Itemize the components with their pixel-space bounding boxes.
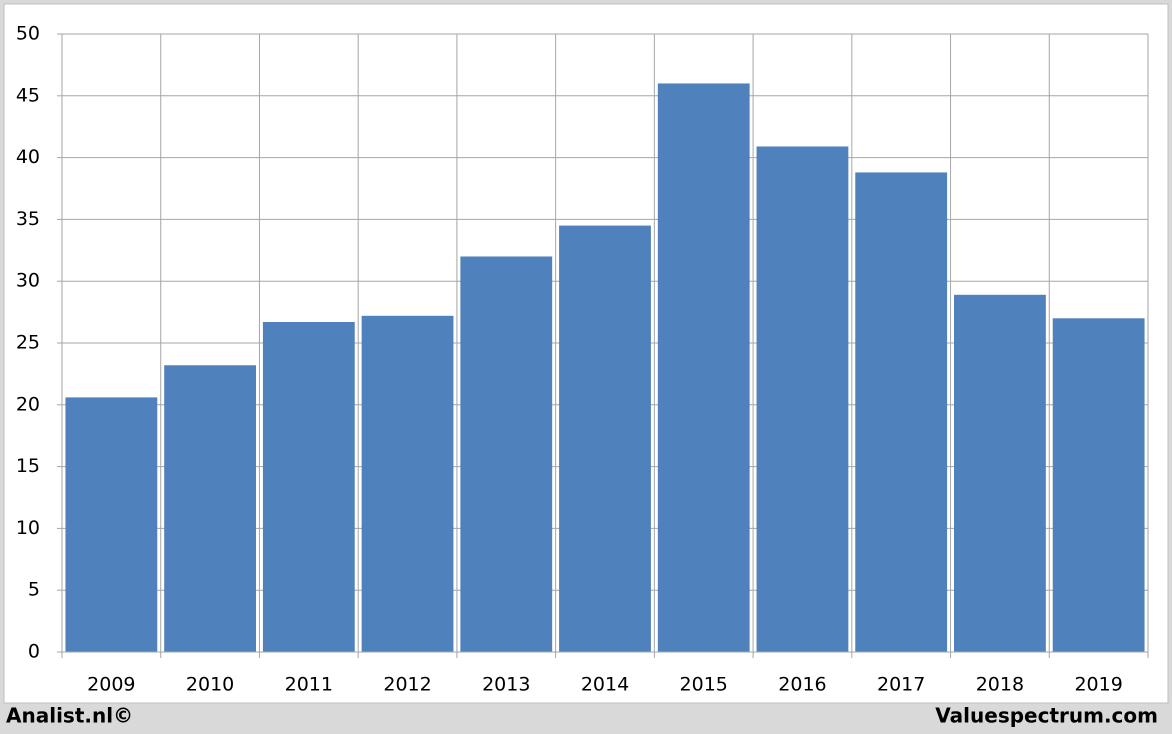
x-tick-label: 2011 — [285, 674, 333, 696]
x-tick-label: 2009 — [87, 674, 135, 696]
y-tick-label: 5 — [28, 579, 40, 601]
x-tick-label: 2014 — [581, 674, 629, 696]
y-tick-label: 50 — [16, 23, 40, 45]
x-tick-label: 2018 — [976, 674, 1024, 696]
y-tick-label: 30 — [16, 270, 40, 292]
bar — [262, 321, 355, 652]
bar — [559, 225, 651, 652]
bar — [657, 83, 750, 652]
x-tick-label: 2017 — [877, 674, 925, 696]
x-tick-label: 2015 — [680, 674, 728, 696]
y-tick-label: 25 — [16, 332, 40, 354]
bar — [361, 315, 454, 652]
bar — [460, 256, 553, 652]
bar — [954, 294, 1046, 652]
y-tick-label: 35 — [16, 208, 40, 230]
y-tick-label: 40 — [16, 146, 40, 168]
footer-right: Valuespectrum.com — [935, 704, 1158, 728]
y-tick-label: 10 — [16, 517, 40, 539]
bar — [1052, 318, 1145, 652]
y-tick-label: 15 — [16, 455, 40, 477]
bar — [756, 146, 849, 652]
x-tick-label: 2012 — [383, 674, 431, 696]
bar — [164, 365, 256, 652]
x-tick-label: 2019 — [1074, 674, 1122, 696]
footer-left: Analist.nl© — [6, 704, 133, 728]
bar — [65, 397, 158, 652]
bar — [855, 172, 948, 652]
y-tick-label: 0 — [28, 641, 40, 663]
x-tick-label: 2013 — [482, 674, 530, 696]
x-tick-label: 2016 — [778, 674, 826, 696]
x-tick-label: 2010 — [186, 674, 234, 696]
y-tick-label: 45 — [16, 84, 40, 106]
y-tick-label: 20 — [16, 393, 40, 415]
